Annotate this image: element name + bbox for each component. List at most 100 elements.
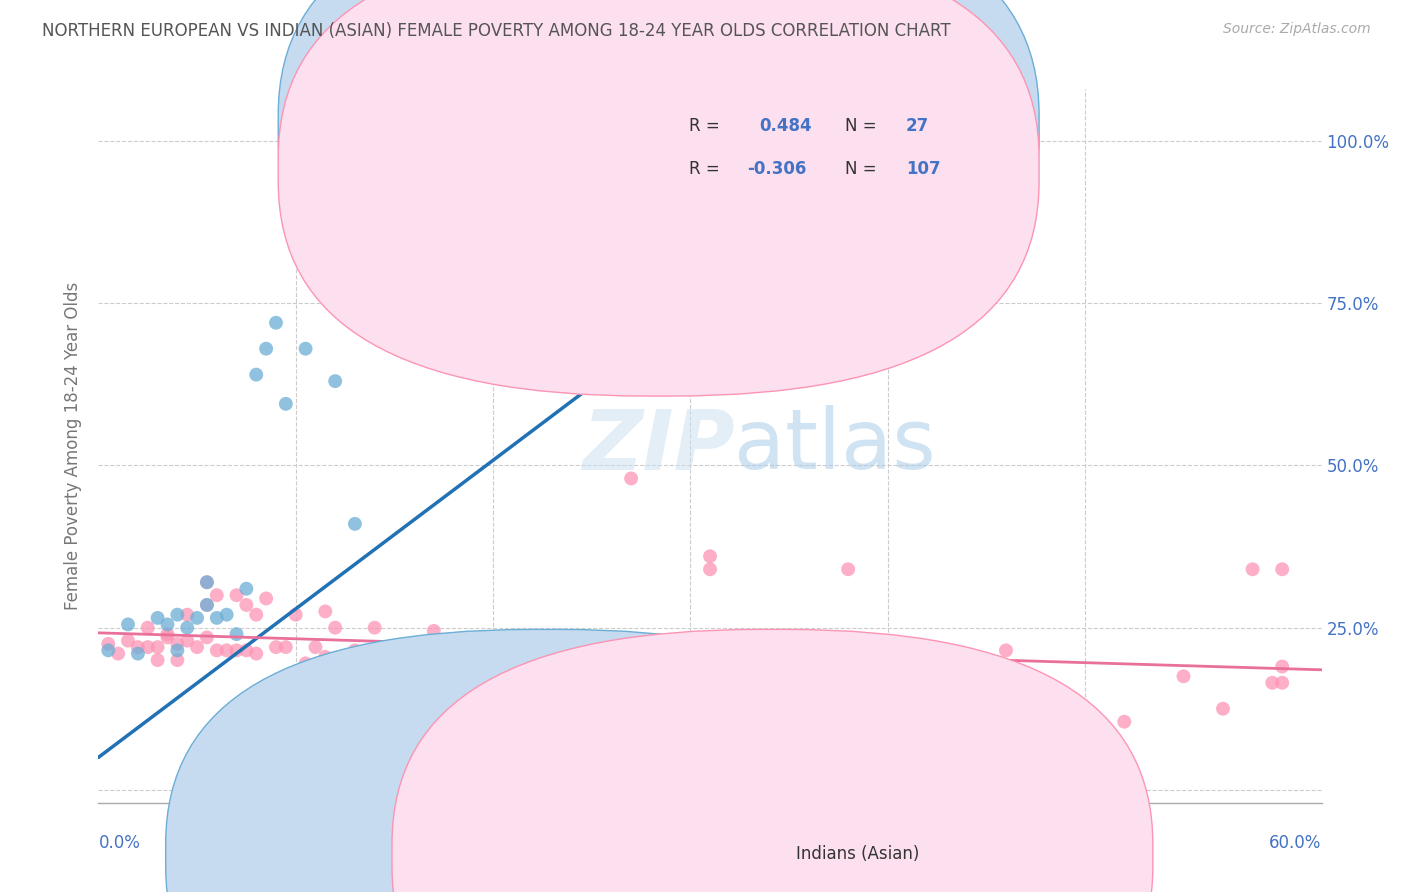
Point bbox=[136, 621, 159, 635]
Point bbox=[373, 643, 395, 657]
Point bbox=[787, 134, 810, 148]
Point bbox=[284, 682, 307, 697]
Point bbox=[541, 663, 564, 677]
Point bbox=[343, 675, 366, 690]
Point bbox=[225, 643, 247, 657]
Point bbox=[97, 637, 120, 651]
Point bbox=[1271, 659, 1294, 673]
Point bbox=[166, 637, 188, 651]
Point bbox=[205, 611, 228, 625]
Point bbox=[738, 682, 761, 697]
Text: N =: N = bbox=[845, 118, 882, 136]
Point bbox=[205, 588, 228, 602]
Point bbox=[1173, 669, 1195, 683]
Point bbox=[195, 598, 218, 612]
Text: 107: 107 bbox=[905, 161, 941, 178]
Point bbox=[463, 689, 485, 703]
Point bbox=[215, 643, 238, 657]
Text: N =: N = bbox=[845, 161, 882, 178]
Point bbox=[176, 621, 198, 635]
Point bbox=[363, 663, 385, 677]
Point bbox=[758, 682, 780, 697]
Point bbox=[984, 689, 1007, 703]
Point bbox=[254, 342, 277, 356]
Point bbox=[837, 562, 859, 576]
Point bbox=[264, 682, 287, 697]
Point bbox=[284, 607, 307, 622]
Point bbox=[274, 640, 297, 654]
FancyBboxPatch shape bbox=[392, 630, 1153, 892]
Point bbox=[561, 669, 583, 683]
Point bbox=[522, 669, 544, 683]
Point bbox=[195, 575, 218, 590]
Point bbox=[433, 695, 456, 709]
Point bbox=[304, 640, 326, 654]
Point bbox=[235, 582, 257, 596]
Text: Indians (Asian): Indians (Asian) bbox=[796, 846, 920, 863]
Point bbox=[443, 647, 465, 661]
Point bbox=[1241, 562, 1264, 576]
Point bbox=[392, 647, 416, 661]
Point bbox=[423, 640, 446, 654]
Point bbox=[127, 647, 149, 661]
Point bbox=[314, 649, 336, 664]
Point bbox=[1212, 702, 1234, 716]
Point bbox=[245, 368, 267, 382]
Point bbox=[571, 666, 593, 681]
Point bbox=[107, 647, 129, 661]
Point bbox=[689, 669, 711, 683]
Point bbox=[323, 653, 346, 667]
Point bbox=[620, 471, 643, 485]
Point bbox=[1271, 675, 1294, 690]
Point bbox=[235, 598, 257, 612]
Text: 0.0%: 0.0% bbox=[98, 834, 141, 852]
Point bbox=[659, 653, 682, 667]
Text: 27: 27 bbox=[905, 118, 929, 136]
Point bbox=[699, 549, 721, 564]
Point bbox=[640, 675, 662, 690]
Point bbox=[264, 640, 287, 654]
Point bbox=[166, 653, 188, 667]
Point bbox=[512, 682, 534, 697]
Point bbox=[294, 342, 316, 356]
Point bbox=[284, 134, 307, 148]
Point bbox=[323, 374, 346, 388]
Point bbox=[768, 685, 790, 699]
Point bbox=[709, 663, 731, 677]
Text: atlas: atlas bbox=[734, 406, 936, 486]
Point bbox=[235, 643, 257, 657]
Point bbox=[856, 689, 879, 703]
Point bbox=[482, 682, 505, 697]
Point bbox=[363, 621, 385, 635]
Text: Northern Europeans: Northern Europeans bbox=[569, 846, 737, 863]
Point bbox=[195, 598, 218, 612]
Point bbox=[630, 657, 652, 671]
Point bbox=[294, 657, 316, 671]
Point bbox=[463, 640, 485, 654]
Point bbox=[215, 607, 238, 622]
Point bbox=[699, 562, 721, 576]
Point bbox=[156, 631, 179, 645]
Point bbox=[225, 627, 247, 641]
Point bbox=[797, 134, 820, 148]
Point bbox=[117, 617, 139, 632]
Point bbox=[600, 657, 623, 671]
Point bbox=[156, 617, 179, 632]
Point bbox=[245, 607, 267, 622]
Point bbox=[748, 649, 770, 664]
Point bbox=[423, 624, 446, 638]
Point bbox=[97, 643, 120, 657]
Point bbox=[915, 653, 938, 667]
Point bbox=[304, 669, 326, 683]
Point bbox=[453, 653, 475, 667]
FancyBboxPatch shape bbox=[278, 0, 1039, 396]
Point bbox=[994, 643, 1017, 657]
Point bbox=[146, 611, 169, 625]
Point bbox=[146, 653, 169, 667]
Text: NORTHERN EUROPEAN VS INDIAN (ASIAN) FEMALE POVERTY AMONG 18-24 YEAR OLDS CORRELA: NORTHERN EUROPEAN VS INDIAN (ASIAN) FEMA… bbox=[42, 22, 950, 40]
Point bbox=[205, 643, 228, 657]
Point bbox=[392, 682, 416, 697]
Point bbox=[156, 627, 179, 641]
Point bbox=[127, 640, 149, 654]
Point bbox=[333, 134, 356, 148]
